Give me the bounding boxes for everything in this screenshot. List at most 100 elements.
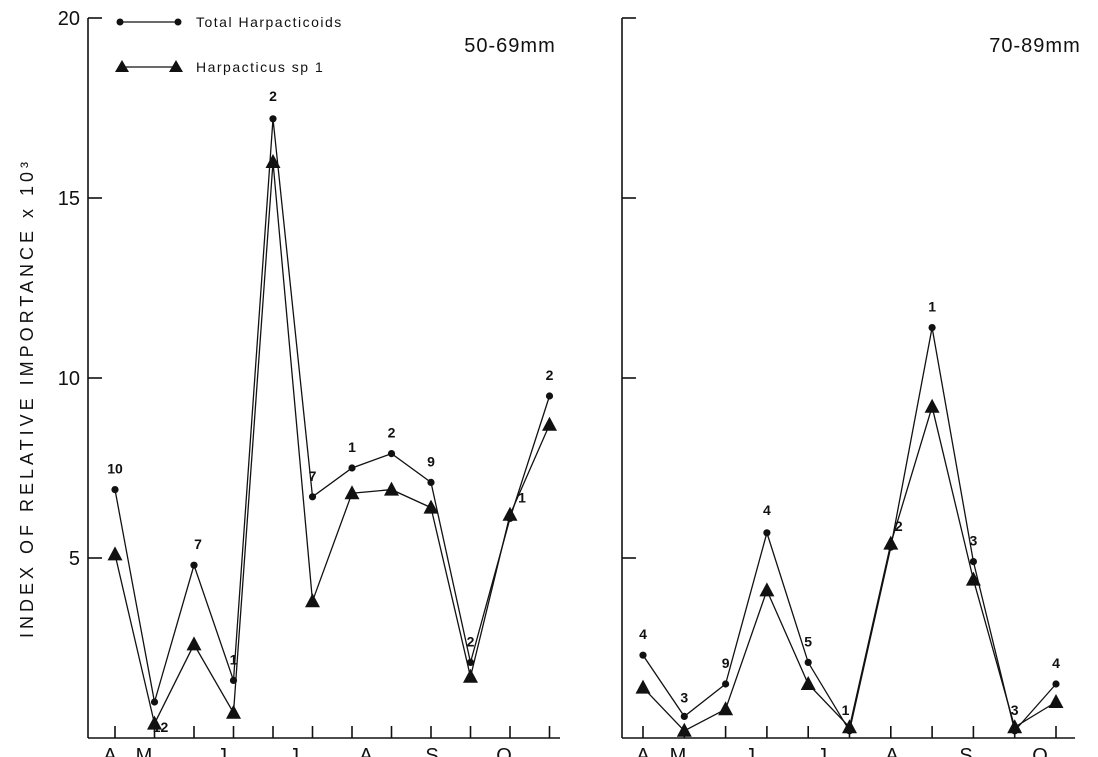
data-point-harpacticus — [883, 535, 899, 550]
month-label: J — [745, 745, 755, 757]
sample-size-label: 4 — [639, 626, 647, 642]
y-tick-label: 10 — [58, 368, 80, 390]
sample-size-label: 4 — [763, 502, 771, 518]
data-point-total — [150, 698, 159, 706]
sample-size-label: 10 — [107, 461, 123, 477]
sample-size-label: 7 — [194, 536, 202, 552]
month-label: J — [217, 745, 227, 757]
data-point-harpacticus — [265, 154, 281, 168]
data-point-harpacticus — [965, 571, 981, 586]
data-point-harpacticus — [502, 506, 518, 521]
series-line-total — [642, 327, 1057, 733]
month-label: A — [885, 745, 899, 757]
data-point-harpacticus — [344, 485, 360, 500]
data-point-total — [928, 324, 936, 332]
sample-size-label: 3 — [970, 533, 978, 549]
data-point-total — [387, 450, 396, 458]
data-point-harpacticus — [542, 416, 557, 431]
legend: Total Harpacticoids Harpacticus sp 1 — [115, 14, 343, 75]
sample-size-label: 1 — [928, 299, 936, 315]
sample-size-label: 1 — [230, 651, 238, 667]
y-tick-label: 15 — [58, 188, 80, 210]
data-point-harpacticus — [423, 499, 439, 514]
data-point-harpacticus — [718, 701, 734, 716]
data-point-total — [722, 680, 730, 688]
legend-triangle-marker — [169, 60, 183, 72]
data-point-total — [348, 464, 356, 472]
month-label: A — [103, 745, 117, 757]
panel-title: 70-89mm — [989, 35, 1080, 57]
series-line-harpacticus — [114, 161, 551, 726]
month-label: A — [636, 745, 650, 757]
data-point-harpacticus — [147, 715, 162, 730]
month-label: O — [496, 745, 512, 757]
data-point-harpacticus — [1048, 694, 1064, 708]
month-label: M — [670, 745, 687, 757]
sample-size-label: 7 — [309, 468, 317, 484]
data-point-harpacticus — [635, 679, 651, 694]
sample-size-label: 4 — [1052, 655, 1060, 671]
data-point-total — [545, 392, 554, 400]
data-point-harpacticus — [676, 722, 692, 737]
series-line-harpacticus — [642, 404, 1057, 732]
data-point-harpacticus — [226, 704, 241, 719]
month-label: S — [425, 745, 438, 757]
y-axis-label: INDEX OF RELATIVE IMPORTANCE x 10³ — [17, 158, 37, 638]
data-point-total — [308, 493, 317, 501]
month-label: O — [1032, 745, 1048, 757]
data-point-harpacticus — [463, 668, 478, 683]
sample-size-label: 3 — [680, 689, 688, 705]
data-point-harpacticus — [800, 676, 816, 690]
month-label: A — [359, 745, 373, 757]
legend-circle-marker — [174, 18, 182, 26]
data-point-harpacticus — [924, 398, 940, 413]
sample-size-label: 3 — [1011, 702, 1019, 718]
data-point-total — [639, 651, 647, 659]
sample-size-label: 12 — [153, 719, 169, 735]
month-label: S — [959, 745, 972, 757]
y-tick-label: 20 — [58, 8, 80, 30]
panel-70-89mm: A M J J A S O 70-89mm 4 3 9 4 5 1 2 1 3 3 4 — [621, 17, 1080, 757]
sample-size-label: 5 — [804, 633, 812, 649]
data-point-total — [969, 558, 978, 566]
legend-triangle-marker — [115, 60, 129, 72]
legend-item-total: Total Harpacticoids — [116, 14, 343, 30]
data-point-total — [269, 115, 277, 123]
data-point-total — [427, 478, 435, 486]
data-point-total — [111, 486, 119, 494]
sample-size-label: 2 — [467, 633, 475, 649]
data-point-total — [1052, 680, 1060, 688]
sample-size-label: 2 — [895, 518, 903, 534]
data-point-total — [190, 561, 198, 569]
data-point-harpacticus — [305, 593, 320, 608]
data-point-total — [763, 529, 771, 537]
month-label: J — [289, 745, 299, 757]
panel-title: 50-69mm — [464, 35, 555, 57]
data-point-total — [804, 658, 812, 667]
data-point-total — [466, 658, 475, 667]
legend-item-harpacticus: Harpacticus sp 1 — [115, 59, 324, 75]
data-point-harpacticus — [186, 636, 202, 651]
sample-size-label: 1 — [518, 489, 526, 505]
data-point-harpacticus — [384, 481, 399, 496]
month-label: M — [136, 745, 153, 757]
series-line-total — [114, 118, 551, 703]
sample-size-label: 1 — [348, 439, 356, 455]
legend-label-harpacticus: Harpacticus sp 1 — [196, 59, 324, 75]
sample-size-label: 2 — [388, 425, 396, 441]
legend-label-total: Total Harpacticoids — [196, 14, 343, 30]
data-point-total — [680, 712, 688, 721]
legend-circle-marker — [116, 18, 124, 26]
month-label: J — [817, 745, 827, 757]
sample-size-label: 9 — [722, 655, 730, 671]
data-point-harpacticus — [107, 546, 123, 561]
y-tick-label: 5 — [69, 548, 80, 570]
data-point-harpacticus — [842, 719, 857, 734]
sample-size-label: 2 — [269, 88, 277, 104]
sample-size-label: 2 — [546, 367, 554, 383]
data-point-harpacticus — [1007, 719, 1023, 734]
sample-size-label: 9 — [427, 453, 435, 469]
sample-size-label: 1 — [842, 702, 850, 718]
